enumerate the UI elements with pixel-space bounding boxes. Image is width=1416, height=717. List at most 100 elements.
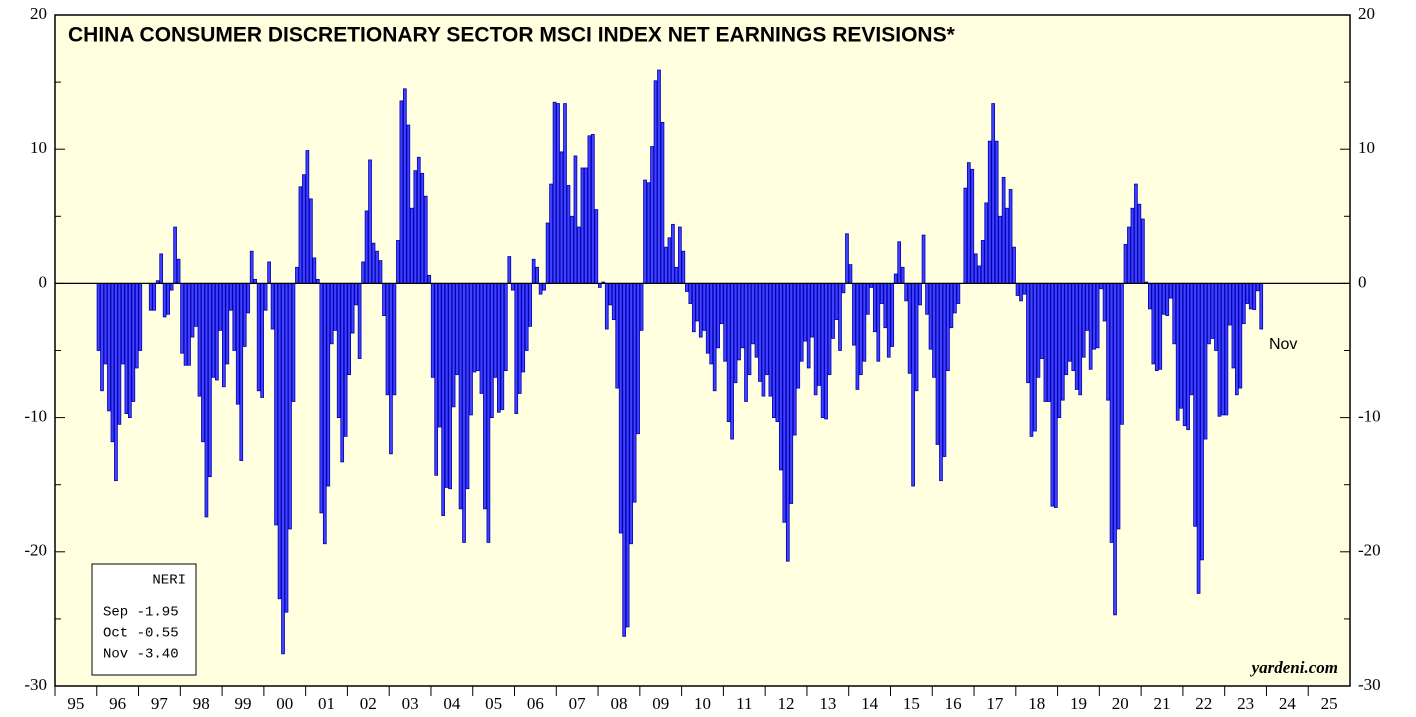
bar <box>221 282 226 388</box>
bar <box>434 282 439 476</box>
x-tick-label: 97 <box>151 694 169 713</box>
bar <box>1120 282 1124 425</box>
bar <box>1043 282 1048 402</box>
bar <box>500 282 505 410</box>
bar <box>831 282 835 339</box>
bar <box>914 282 919 392</box>
bar <box>740 282 745 349</box>
bar <box>817 282 821 386</box>
bar <box>399 100 404 284</box>
bar <box>1141 218 1145 284</box>
bar <box>375 250 379 284</box>
bar <box>667 237 672 284</box>
bar <box>1214 282 1218 351</box>
bar <box>1186 282 1190 431</box>
x-tick-label: 00 <box>276 694 293 713</box>
bar <box>173 226 177 284</box>
bar <box>1137 203 1142 284</box>
bar <box>166 282 170 315</box>
bar <box>998 215 1002 284</box>
bar <box>799 282 804 362</box>
bar <box>848 264 853 284</box>
chart-title: CHINA CONSUMER DISCRETIONARY SECTOR MSCI… <box>68 24 956 47</box>
bar <box>845 233 849 284</box>
bar <box>618 282 623 534</box>
legend-title: NERI <box>152 573 186 589</box>
x-tick-label: 96 <box>109 694 126 713</box>
bar <box>730 282 734 440</box>
bar <box>483 282 487 510</box>
bar <box>946 282 950 372</box>
bar <box>528 282 533 327</box>
bar <box>552 101 557 284</box>
bar <box>183 282 188 366</box>
bar <box>1179 282 1184 409</box>
bar <box>886 282 891 358</box>
bar <box>291 282 296 402</box>
bar <box>925 282 929 315</box>
x-tick-label: 10 <box>694 694 711 713</box>
bar <box>994 140 999 284</box>
bar <box>225 282 230 365</box>
bar <box>1207 282 1211 345</box>
bar <box>691 282 696 333</box>
bar <box>1099 282 1103 290</box>
bar <box>820 282 825 418</box>
bar <box>503 282 508 372</box>
bar <box>577 226 581 284</box>
bar <box>1088 282 1093 370</box>
bar <box>1196 282 1201 594</box>
bar <box>406 124 411 284</box>
bar <box>1161 282 1166 315</box>
bar <box>1200 282 1204 561</box>
bar <box>497 282 501 413</box>
legend-box <box>91 563 197 676</box>
bar <box>556 103 560 284</box>
bar <box>1189 282 1194 396</box>
bar <box>953 282 957 314</box>
bar <box>942 282 947 457</box>
bar <box>1022 282 1027 295</box>
bar <box>409 207 414 284</box>
bar <box>1168 282 1173 299</box>
bar <box>973 253 978 284</box>
bar <box>897 241 902 284</box>
bar <box>1005 207 1009 284</box>
bar <box>1071 282 1076 372</box>
bar <box>242 282 247 347</box>
bar <box>987 140 992 284</box>
bar <box>862 282 867 362</box>
bar <box>866 282 870 315</box>
bar <box>705 282 710 354</box>
bar <box>709 282 714 365</box>
bar <box>559 151 564 284</box>
y2-tick-label: -20 <box>1358 541 1381 560</box>
bar <box>1151 282 1156 365</box>
bar <box>918 282 922 306</box>
bar <box>336 282 341 418</box>
bar <box>639 282 644 331</box>
y2-tick-label: 10 <box>1358 138 1375 157</box>
bar <box>239 282 244 461</box>
bar <box>493 282 498 378</box>
bar <box>1001 176 1006 284</box>
bar <box>890 282 895 347</box>
bar <box>566 185 571 284</box>
y-tick-label: 10 <box>30 138 47 157</box>
bar <box>194 282 198 327</box>
bar <box>869 282 874 288</box>
bar <box>267 261 271 284</box>
x-tick-label: 04 <box>443 694 461 713</box>
bar <box>100 282 104 392</box>
y-tick-label: 0 <box>39 272 48 291</box>
bar <box>302 174 306 284</box>
bar <box>215 282 219 381</box>
bar <box>859 282 863 376</box>
bar <box>716 282 721 349</box>
bar <box>517 282 522 394</box>
x-tick-label: 22 <box>1195 694 1212 713</box>
bar <box>622 282 627 637</box>
bar <box>490 282 494 418</box>
bar <box>1123 244 1128 284</box>
bar <box>611 282 616 321</box>
